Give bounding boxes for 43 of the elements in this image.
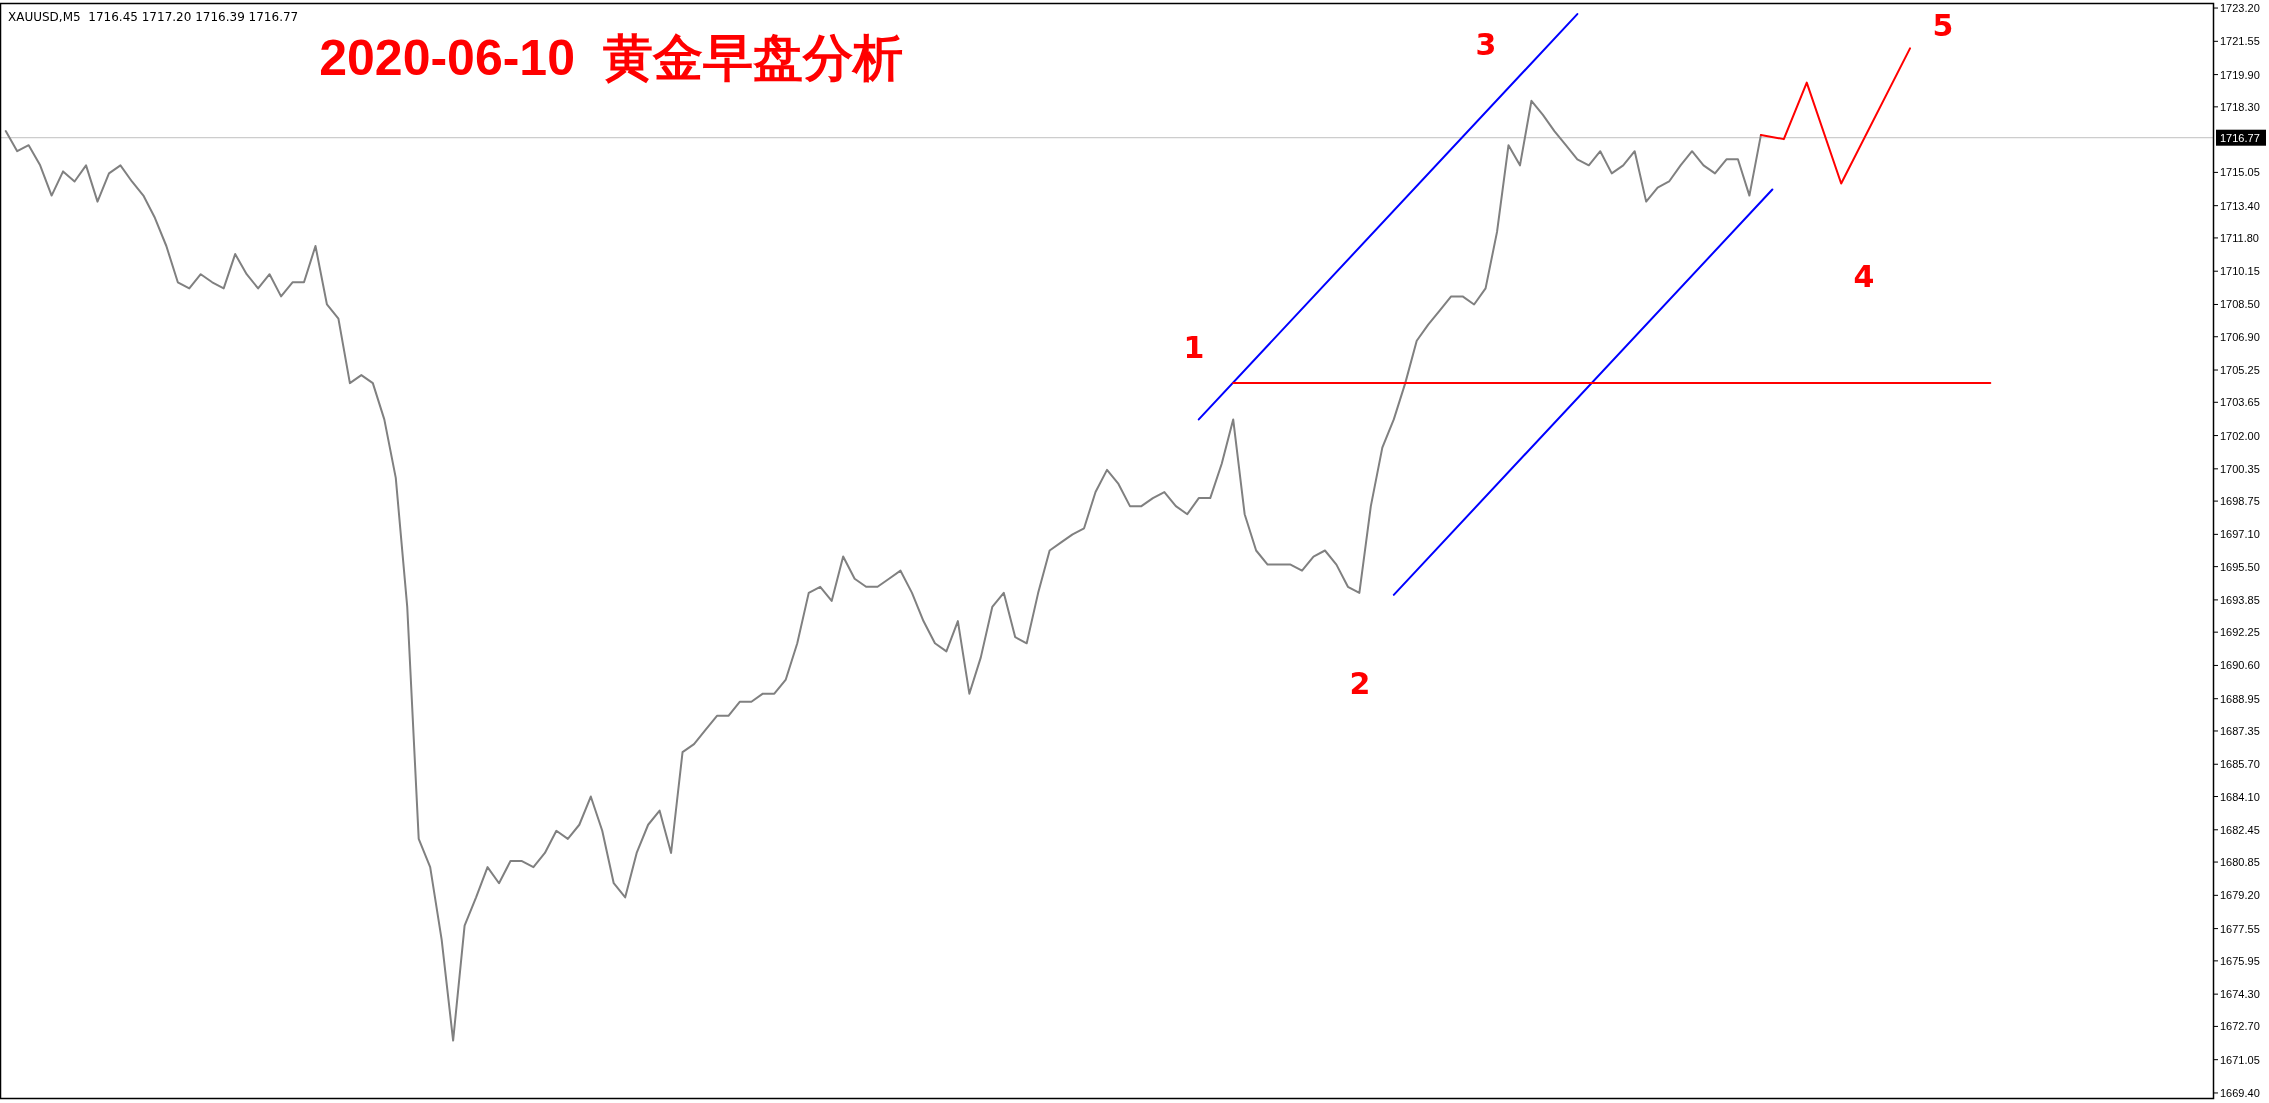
y-tick-label: 1703.65 bbox=[2220, 396, 2260, 409]
y-tick-label: 1688.95 bbox=[2220, 692, 2260, 705]
annotation: 1 bbox=[1183, 329, 1205, 365]
y-tick-label: 1671.05 bbox=[2220, 1053, 2260, 1066]
annotation: XAUUSD,M5 1716.45 1717.20 1716.39 1716.77 bbox=[8, 10, 299, 24]
y-tick-label: 1672.70 bbox=[2220, 1020, 2260, 1033]
annotation: 2 bbox=[1349, 665, 1371, 701]
annotation: 4 bbox=[1853, 258, 1875, 294]
annotation: 5 bbox=[1932, 7, 1954, 43]
y-tick-label: 1675.95 bbox=[2220, 954, 2260, 967]
y-tick-label: 1710.15 bbox=[2220, 265, 2260, 278]
y-tick-label: 1697.10 bbox=[2220, 528, 2260, 541]
line-series bbox=[4, 99, 1762, 1042]
text: 2020-06-10 黄金早盘分析 bbox=[319, 30, 903, 86]
y-tick-label: 1669.40 bbox=[2220, 1086, 2260, 1099]
y-tick-label: 1692.25 bbox=[2220, 626, 2260, 639]
y-tick-label: 1693.85 bbox=[2220, 593, 2260, 606]
ref-line-label: 1716.77 bbox=[2220, 131, 2260, 144]
y-tick-label: 1674.30 bbox=[2220, 988, 2260, 1001]
annotation: 3 bbox=[1475, 26, 1497, 62]
y-tick-label: 1702.00 bbox=[2220, 429, 2260, 442]
y-tick-label: 1700.35 bbox=[2220, 462, 2260, 475]
y-tick-label: 1705.25 bbox=[2220, 364, 2260, 377]
y-tick-label: 1690.60 bbox=[2220, 659, 2260, 672]
y-tick-label: 1680.85 bbox=[2220, 856, 2260, 869]
y-tick-label: 1715.05 bbox=[2220, 166, 2260, 179]
y-tick-label: 1685.70 bbox=[2220, 758, 2260, 771]
y-tick-label: 1687.35 bbox=[2220, 724, 2260, 737]
y-tick-label: 1682.45 bbox=[2220, 823, 2260, 836]
y-tick-label: 1711.80 bbox=[2220, 231, 2259, 244]
y-tick-label: 1721.55 bbox=[2220, 35, 2260, 48]
y-tick-label: 1698.75 bbox=[2220, 495, 2260, 508]
y-tick-label: 1723.20 bbox=[2220, 2, 2260, 15]
y-tick-label: 1708.50 bbox=[2220, 298, 2260, 311]
line-series bbox=[1759, 47, 1912, 185]
y-tick-label: 1719.90 bbox=[2220, 68, 2260, 81]
y-tick-label: 1713.40 bbox=[2220, 199, 2260, 212]
y-tick-label: 1679.20 bbox=[2220, 889, 2260, 902]
y-tick-label: 1677.55 bbox=[2220, 922, 2260, 935]
y-tick-label: 1684.10 bbox=[2220, 790, 2260, 803]
y-tick-label: 1718.30 bbox=[2220, 100, 2260, 113]
y-tick-label: 1706.90 bbox=[2220, 330, 2260, 343]
y-tick-label: 1695.50 bbox=[2220, 560, 2260, 573]
